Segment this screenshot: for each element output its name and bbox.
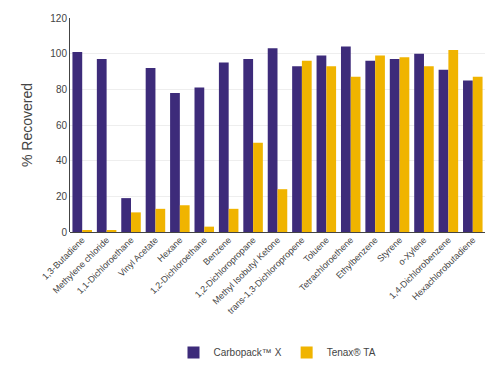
svg-text:1,4-Dichlorobenzene: 1,4-Dichlorobenzene bbox=[387, 235, 453, 301]
svg-text:1,2-Dichloroethane: 1,2-Dichloroethane bbox=[148, 235, 209, 296]
svg-text:1,3-Butadiene: 1,3-Butadiene bbox=[40, 235, 87, 282]
svg-text:Benzene: Benzene bbox=[201, 235, 233, 267]
svg-text:100: 100 bbox=[50, 48, 67, 59]
svg-text:Styrene: Styrene bbox=[375, 235, 404, 264]
svg-text:Tenax® TA: Tenax® TA bbox=[327, 347, 376, 358]
svg-text:Vinyl Acetate: Vinyl Acetate bbox=[116, 235, 160, 279]
svg-text:20: 20 bbox=[56, 191, 68, 202]
svg-text:trans-1,3-Dichloropropene: trans-1,3-Dichloropropene bbox=[225, 235, 306, 316]
svg-text:o-Xylene: o-Xylene bbox=[396, 235, 428, 267]
svg-text:80: 80 bbox=[56, 84, 68, 95]
svg-text:Tetrachloroethene: Tetrachloroethene bbox=[297, 235, 355, 293]
svg-text:60: 60 bbox=[56, 120, 68, 131]
svg-text:Carbopack™ X: Carbopack™ X bbox=[214, 347, 282, 358]
svg-text:120: 120 bbox=[50, 13, 67, 24]
svg-text:Methylene chloride: Methylene chloride bbox=[51, 235, 111, 295]
svg-text:Hexachlorobutadiene: Hexachlorobutadiene bbox=[410, 235, 477, 302]
svg-text:1,2-Dichloropropane: 1,2-Dichloropropane bbox=[193, 235, 258, 300]
svg-text:Hexane: Hexane bbox=[155, 235, 184, 264]
svg-text:% Recovered: % Recovered bbox=[19, 83, 35, 167]
svg-text:40: 40 bbox=[56, 155, 68, 166]
svg-text:Methyl Isobutyl Ketone: Methyl Isobutyl Ketone bbox=[211, 235, 282, 306]
svg-text:1,1-Dichloroethane: 1,1-Dichloroethane bbox=[75, 235, 136, 296]
svg-text:0: 0 bbox=[61, 227, 67, 238]
svg-text:Ethylbenzene: Ethylbenzene bbox=[334, 235, 380, 281]
svg-text:Toluene: Toluene bbox=[302, 235, 331, 264]
